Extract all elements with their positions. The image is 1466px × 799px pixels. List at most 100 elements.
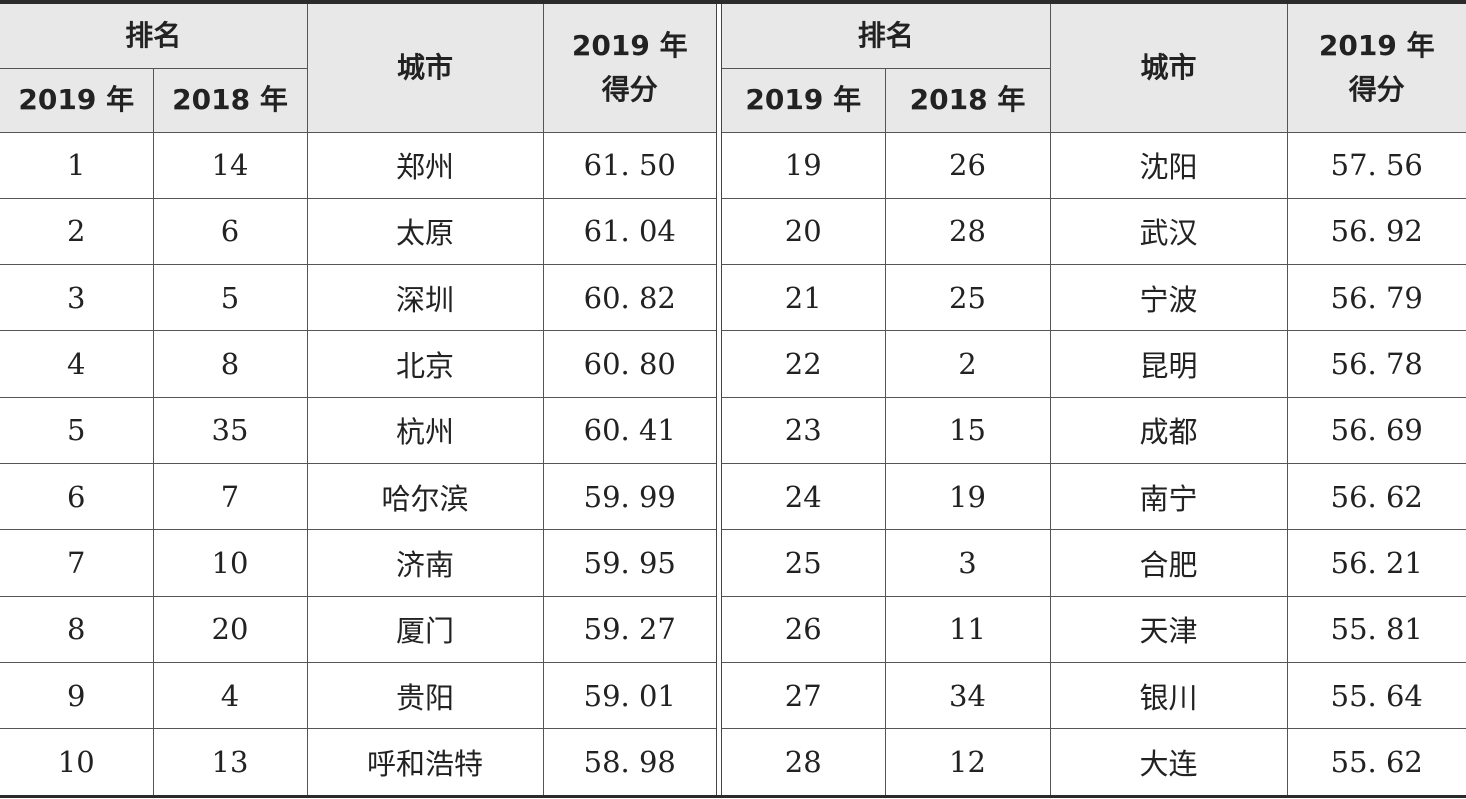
rank-2018-cell: 8 — [152, 330, 308, 398]
table-row: 7 10 济南 59. 95 — [0, 529, 717, 597]
table-row: 2 6 太原 61. 04 — [0, 197, 717, 266]
rank-2018-cell: 7 — [152, 462, 308, 531]
score-cell: 59. 27 — [542, 595, 717, 663]
city-cell: 杭州 — [306, 396, 544, 464]
table-row: 22 2 昆明 56. 78 — [722, 330, 1466, 398]
score-header: 2019 年 得分 — [542, 4, 717, 133]
score-header-year: 2019 年 — [1318, 29, 1435, 63]
city-cell: 济南 — [306, 529, 544, 597]
score-header-label: 得分 — [601, 72, 658, 106]
rank-2019-cell: 7 — [0, 529, 154, 597]
table-row: 24 19 南宁 56. 62 — [722, 462, 1466, 531]
score-cell: 56. 62 — [1286, 462, 1466, 531]
rank-2018-cell: 28 — [884, 197, 1051, 266]
city-cell: 太原 — [306, 197, 544, 266]
city-cell: 深圳 — [306, 264, 544, 332]
rank-2019-cell: 21 — [722, 264, 886, 332]
city-cell: 呼和浩特 — [306, 728, 544, 795]
city-cell: 宁波 — [1049, 264, 1288, 332]
rank-2019-cell: 9 — [0, 661, 154, 730]
score-cell: 56. 92 — [1286, 197, 1466, 266]
rank-2019-cell: 1 — [0, 131, 154, 199]
score-header-label: 得分 — [1348, 72, 1405, 106]
rank-2018-cell: 10 — [152, 529, 308, 597]
score-cell: 56. 21 — [1286, 529, 1466, 597]
city-cell: 银川 — [1049, 661, 1288, 730]
rank-2018-cell: 26 — [884, 131, 1051, 199]
score-cell: 56. 69 — [1286, 396, 1466, 464]
rank-2019-cell: 25 — [722, 529, 886, 597]
rank-2019-cell: 10 — [0, 728, 154, 795]
score-cell: 61. 04 — [542, 197, 717, 266]
rank-2018-cell: 5 — [152, 264, 308, 332]
table-row: 27 34 银川 55. 64 — [722, 661, 1466, 730]
rank-2019-cell: 28 — [722, 728, 886, 795]
city-cell: 武汉 — [1049, 197, 1288, 266]
table-row: 23 15 成都 56. 69 — [722, 396, 1466, 464]
table-row: 5 35 杭州 60. 41 — [0, 396, 717, 464]
rank-2019-cell: 27 — [722, 661, 886, 730]
city-cell: 成都 — [1049, 396, 1288, 464]
ranking-table-left: 排名 城市 2019 年 得分 2019 年 2018 年 1 14 郑州 61. 5… — [0, 4, 717, 795]
score-cell: 55. 62 — [1286, 728, 1466, 795]
rank-2018-cell: 12 — [884, 728, 1051, 795]
rank-2018-cell: 20 — [152, 595, 308, 663]
table-row: 3 5 深圳 60. 82 — [0, 264, 717, 332]
city-cell: 沈阳 — [1049, 131, 1288, 199]
rank-header: 排名 — [0, 4, 308, 69]
table-row: 25 3 合肥 56. 21 — [722, 529, 1466, 597]
rank-2018-cell: 15 — [884, 396, 1051, 464]
rank-2019-cell: 8 — [0, 595, 154, 663]
table-row: 4 8 北京 60. 80 — [0, 330, 717, 398]
score-cell: 59. 95 — [542, 529, 717, 597]
top-rule — [0, 0, 1466, 4]
city-cell: 哈尔滨 — [306, 462, 544, 531]
rank-2018-cell: 6 — [152, 197, 308, 266]
city-header: 城市 — [1049, 4, 1288, 133]
score-cell: 55. 64 — [1286, 661, 1466, 730]
rank-2019-cell: 6 — [0, 462, 154, 531]
rank-2019-cell: 4 — [0, 330, 154, 398]
rank-2019-cell: 26 — [722, 595, 886, 663]
rank-2018-cell: 4 — [152, 661, 308, 730]
rank-2019-cell: 24 — [722, 462, 886, 531]
score-cell: 55. 81 — [1286, 595, 1466, 663]
table-row: 20 28 武汉 56. 92 — [722, 197, 1466, 266]
city-cell: 天津 — [1049, 595, 1288, 663]
rank-2019-cell: 19 — [722, 131, 886, 199]
score-header: 2019 年 得分 — [1286, 4, 1466, 133]
rank-header: 排名 — [722, 4, 1051, 69]
city-cell: 北京 — [306, 330, 544, 398]
score-cell: 59. 99 — [542, 462, 717, 531]
score-cell: 60. 80 — [542, 330, 717, 398]
score-cell: 59. 01 — [542, 661, 717, 730]
rank-2019-cell: 22 — [722, 330, 886, 398]
table-row: 21 25 宁波 56. 79 — [722, 264, 1466, 332]
rank-2018-cell: 3 — [884, 529, 1051, 597]
rank-2019-header: 2019 年 — [722, 67, 886, 133]
rank-2018-header: 2018 年 — [152, 67, 308, 133]
table-row: 9 4 贵阳 59. 01 — [0, 661, 717, 730]
rank-2018-cell: 19 — [884, 462, 1051, 531]
score-cell: 56. 78 — [1286, 330, 1466, 398]
city-cell: 郑州 — [306, 131, 544, 199]
city-header: 城市 — [306, 4, 544, 133]
rank-2018-cell: 34 — [884, 661, 1051, 730]
rank-2019-cell: 20 — [722, 197, 886, 266]
city-cell: 厦门 — [306, 595, 544, 663]
table-row: 8 20 厦门 59. 27 — [0, 595, 717, 663]
rank-2019-cell: 23 — [722, 396, 886, 464]
score-cell: 60. 82 — [542, 264, 717, 332]
rank-2018-cell: 14 — [152, 131, 308, 199]
rank-2018-cell: 13 — [152, 728, 308, 795]
city-cell: 合肥 — [1049, 529, 1288, 597]
score-cell: 56. 79 — [1286, 264, 1466, 332]
score-cell: 57. 56 — [1286, 131, 1466, 199]
rank-2019-cell: 2 — [0, 197, 154, 266]
city-cell: 贵阳 — [306, 661, 544, 730]
rank-2018-cell: 2 — [884, 330, 1051, 398]
table-row: 10 13 呼和浩特 58. 98 — [0, 728, 717, 795]
rank-2019-cell: 5 — [0, 396, 154, 464]
table-row: 19 26 沈阳 57. 56 — [722, 131, 1466, 199]
